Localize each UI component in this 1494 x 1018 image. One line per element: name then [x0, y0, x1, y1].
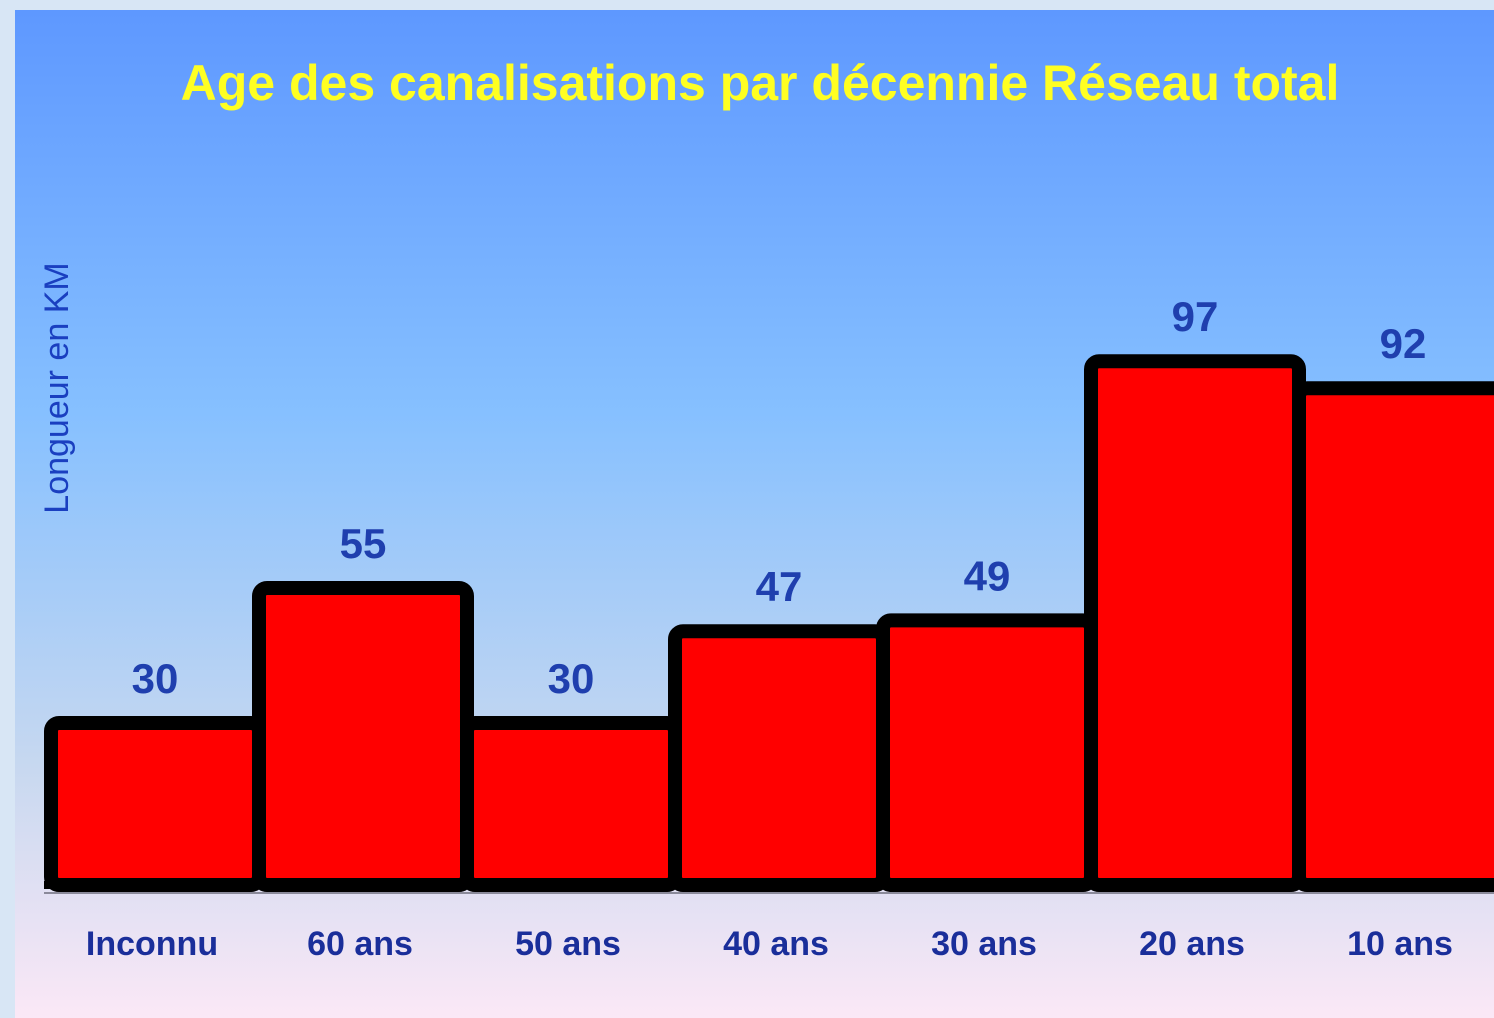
- y-axis-label: Longueur en KM: [38, 262, 76, 513]
- value-label: 30: [548, 655, 595, 702]
- value-label: 92: [1380, 320, 1427, 367]
- value-label: 47: [756, 563, 803, 610]
- x-tick-label: 60 ans: [307, 925, 413, 963]
- bar: [876, 613, 1098, 893]
- bar: [44, 716, 266, 892]
- x-tick-label: Inconnu: [86, 925, 218, 963]
- x-tick-label: 10 ans: [1347, 925, 1453, 963]
- value-label: 97: [1172, 293, 1219, 340]
- bar: [1292, 381, 1494, 892]
- x-tick-label: 30 ans: [931, 925, 1037, 963]
- x-tick-label: 40 ans: [723, 925, 829, 963]
- x-tick-label: 20 ans: [1139, 925, 1245, 963]
- value-label: 55: [340, 520, 387, 567]
- chart-title: Age des canalisations par décennie Résea…: [181, 55, 1340, 111]
- value-label: 49: [964, 552, 1011, 599]
- bar: [252, 581, 474, 892]
- bar: [460, 716, 682, 892]
- value-label: 30: [132, 655, 179, 702]
- bar: [668, 624, 890, 893]
- bar: [1084, 354, 1306, 892]
- x-tick-label: 50 ans: [515, 925, 621, 963]
